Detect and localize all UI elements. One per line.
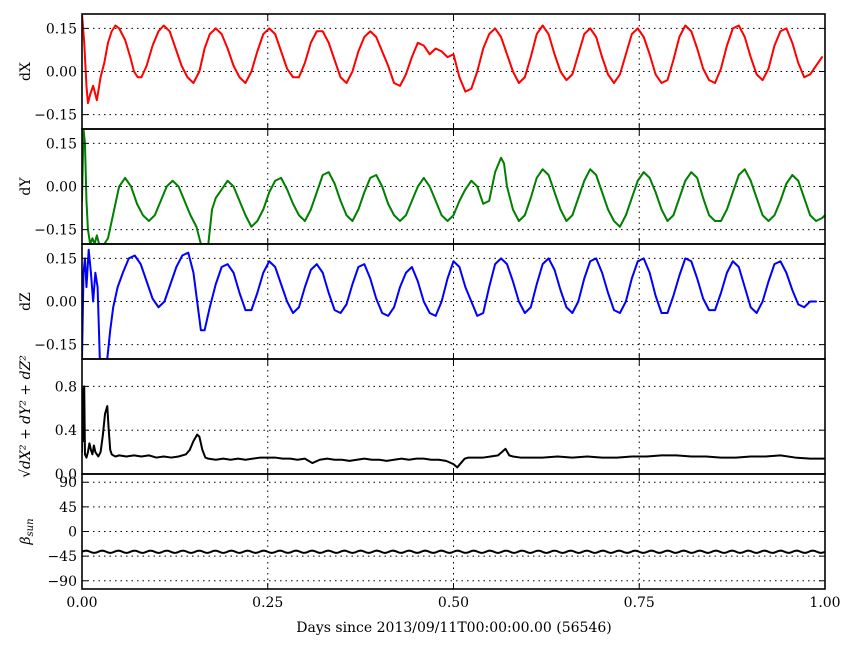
y-tick-label: 0.00 bbox=[46, 295, 77, 311]
series-line-dr bbox=[82, 385, 825, 469]
panel-dy: −0.15 0.00 0.15 dY bbox=[18, 128, 826, 245]
y-axis-label-dz: dZ bbox=[18, 292, 34, 311]
x-tick-label: 0.00 bbox=[66, 595, 97, 611]
x-tick-label: 0.75 bbox=[624, 595, 655, 611]
y-tick-label: −90 bbox=[47, 574, 77, 590]
y-tick-label: 0.15 bbox=[46, 251, 77, 267]
y-tick-label: 0.0 bbox=[55, 467, 77, 483]
series-line-dx bbox=[82, 14, 824, 105]
y-tick-label: 0.00 bbox=[46, 65, 77, 81]
y-tick-label: 0.15 bbox=[46, 136, 77, 152]
panel-frame bbox=[81, 473, 826, 590]
y-tick-label: −0.15 bbox=[34, 338, 77, 354]
y-tick-label: 0.8 bbox=[55, 379, 77, 395]
x-tick-label: 0.25 bbox=[252, 595, 283, 611]
y-axis-label-dy: dY bbox=[18, 177, 34, 196]
y-axis-label-beta: βsun bbox=[18, 518, 36, 545]
series-line-dz bbox=[82, 248, 818, 359]
y-tick-label: 0.00 bbox=[46, 180, 77, 196]
y-tick-label: 0.4 bbox=[55, 423, 77, 439]
y-tick-label: 0.15 bbox=[46, 21, 77, 37]
y-tick-label: 90 bbox=[59, 475, 77, 491]
y-tick-label: −0.15 bbox=[34, 223, 77, 239]
y-axis-label-dr: √dX² + dY² + dZ² bbox=[18, 355, 34, 478]
panel-dz: −0.15 0.00 0.15 dZ bbox=[18, 243, 826, 360]
y-tick-label: −45 bbox=[47, 549, 77, 565]
panel-beta: −90 −45 0 45 90 βsun bbox=[18, 473, 826, 590]
series-line-beta bbox=[82, 549, 825, 554]
y-tick-label: 45 bbox=[59, 500, 77, 516]
y-tick-label: −0.15 bbox=[34, 108, 77, 124]
series-line-dy bbox=[82, 129, 825, 244]
x-tick-label: 0.50 bbox=[438, 595, 469, 611]
y-axis-label-dx: dX bbox=[18, 62, 34, 81]
panel-dx: −0.15 0.00 0.15 dX bbox=[18, 13, 826, 130]
panel-dr: 0.0 0.4 0.8 √dX² + dY² + dZ² bbox=[18, 355, 826, 483]
x-tick-label: 1.00 bbox=[809, 595, 840, 611]
x-axis-label: Days since 2013/09/11T00:00:00.00 (56546… bbox=[296, 620, 611, 636]
y-tick-label: 0 bbox=[68, 525, 77, 541]
